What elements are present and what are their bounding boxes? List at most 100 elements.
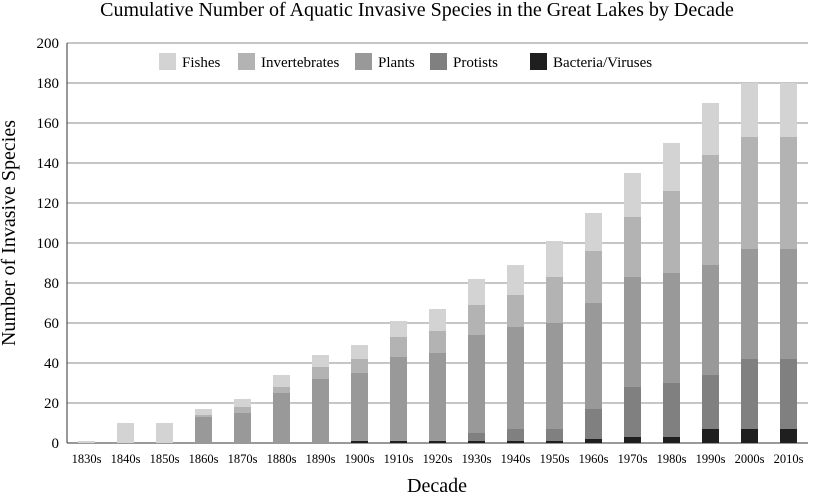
bar-segment-plants [702,265,719,375]
bar-segment-fishes [585,213,602,251]
bar-segment-invertebrates [741,137,758,249]
bar-segment-invertebrates [780,137,797,249]
bar-segment-invertebrates [468,305,485,335]
y-axis-label: Number of Invasive Species [0,120,20,346]
x-tick-label: 1880s [267,452,297,466]
x-tick-label: 1830s [72,452,102,466]
x-tick-label: 1890s [306,452,336,466]
bar-segment-protists [741,359,758,429]
legend-label: Bacteria/Viruses [553,55,652,71]
chart-title: Cumulative Number of Aquatic Invasive Sp… [100,0,734,21]
x-tick-label: 1850s [150,452,180,466]
legend-label: Protists [453,55,498,71]
legend-swatch [355,53,372,70]
bar-segment-bacteria-viruses [585,439,602,443]
bar-segment-invertebrates [546,277,563,323]
bar-segment-bacteria-viruses [390,441,407,443]
x-tick-label: 1870s [228,452,258,466]
bar-segment-plants [234,413,251,443]
x-tick-label: 1920s [423,452,453,466]
bar-segment-plants [351,373,368,441]
x-tick-label: 1930s [462,452,492,466]
y-tick-label: 60 [44,316,59,332]
bar-segment-plants [663,273,680,383]
bar-segment-plants [468,335,485,433]
bar-segment-fishes [507,265,524,295]
legend-swatch [430,53,447,70]
y-tick-label: 100 [37,236,60,252]
bar-segment-protists [507,429,524,441]
x-tick-label: 1980s [657,452,687,466]
bar-segment-protists [468,433,485,441]
y-axis-ticks: 0 20 40 60 80 100 120 140 160 180 200 [37,36,60,452]
y-tick-label: 40 [44,356,59,372]
bar-segment-invertebrates [351,359,368,373]
x-tick-label: 1900s [345,452,375,466]
y-tick-label: 0 [52,436,60,452]
bar-segment-protists [780,359,797,429]
legend-label: Plants [378,55,415,71]
bar-segment-fishes [780,83,797,137]
x-tick-label: 1840s [111,452,141,466]
bar-segment-plants [195,417,212,443]
bar-segment-fishes [663,143,680,191]
bar-segment-fishes [312,355,329,367]
bar-segment-bacteria-viruses [780,429,797,443]
bar-segment-invertebrates [624,217,641,277]
x-tick-label: 1860s [189,452,219,466]
bar-segment-invertebrates [429,331,446,353]
bar-segment-plants [780,249,797,359]
bar-segment-invertebrates [390,337,407,357]
legend-label: Fishes [182,55,221,71]
bar-segment-invertebrates [663,191,680,273]
bar-segment-bacteria-viruses [468,441,485,443]
bar-segment-invertebrates [234,407,251,413]
bar-segment-protists [585,409,602,439]
bar-segment-fishes [156,423,173,443]
bar-segment-fishes [390,321,407,337]
bar-segment-fishes [429,309,446,331]
bar-segment-bacteria-viruses [351,441,368,443]
bar-segment-invertebrates [312,367,329,379]
y-tick-label: 160 [37,116,60,132]
x-tick-label: 2000s [735,452,765,466]
bar-segment-fishes [468,279,485,305]
bar-segment-bacteria-viruses [741,429,758,443]
bar-segment-plants [741,249,758,359]
bar-segment-protists [546,429,563,441]
legend-swatch [530,53,547,70]
bar-segment-bacteria-viruses [702,429,719,443]
bar-segment-fishes [273,375,290,387]
x-axis-label: Decade [407,475,467,493]
y-tick-label: 200 [37,36,60,52]
y-tick-label: 80 [44,276,59,292]
bar-segment-plants [507,327,524,429]
bar-segment-invertebrates [702,155,719,265]
bar-segment-fishes [195,409,212,415]
bar-segment-plants [585,303,602,409]
x-tick-label: 1960s [579,452,609,466]
bar-segment-plants [312,379,329,443]
bar-segment-fishes [702,103,719,155]
bar-segment-invertebrates [507,295,524,327]
bar-segment-plants [273,393,290,443]
legend: Fishes Invertebrates Plants Protists Bacteri… [159,53,652,71]
y-tick-label: 180 [37,76,60,92]
x-tick-label: 2010s [774,452,804,466]
x-tick-label: 1910s [384,452,414,466]
bar-segment-plants [429,353,446,441]
legend-swatch [238,53,255,70]
gridlines [66,42,808,444]
bar-segment-invertebrates [273,387,290,393]
bar-segment-plants [624,277,641,387]
legend-swatch [159,53,176,70]
x-tick-label: 1990s [696,452,726,466]
x-axis-ticks: 1830s 1840s 1850s 1860s 1870s 1880s 1890s 1900s… [72,452,804,466]
legend-label: Invertebrates [261,55,339,71]
bar-segment-plants [546,323,563,429]
bar-segment-invertebrates [585,251,602,303]
bar-segment-bacteria-viruses [507,441,524,443]
y-tick-label: 140 [37,156,60,172]
bar-segment-fishes [234,399,251,407]
